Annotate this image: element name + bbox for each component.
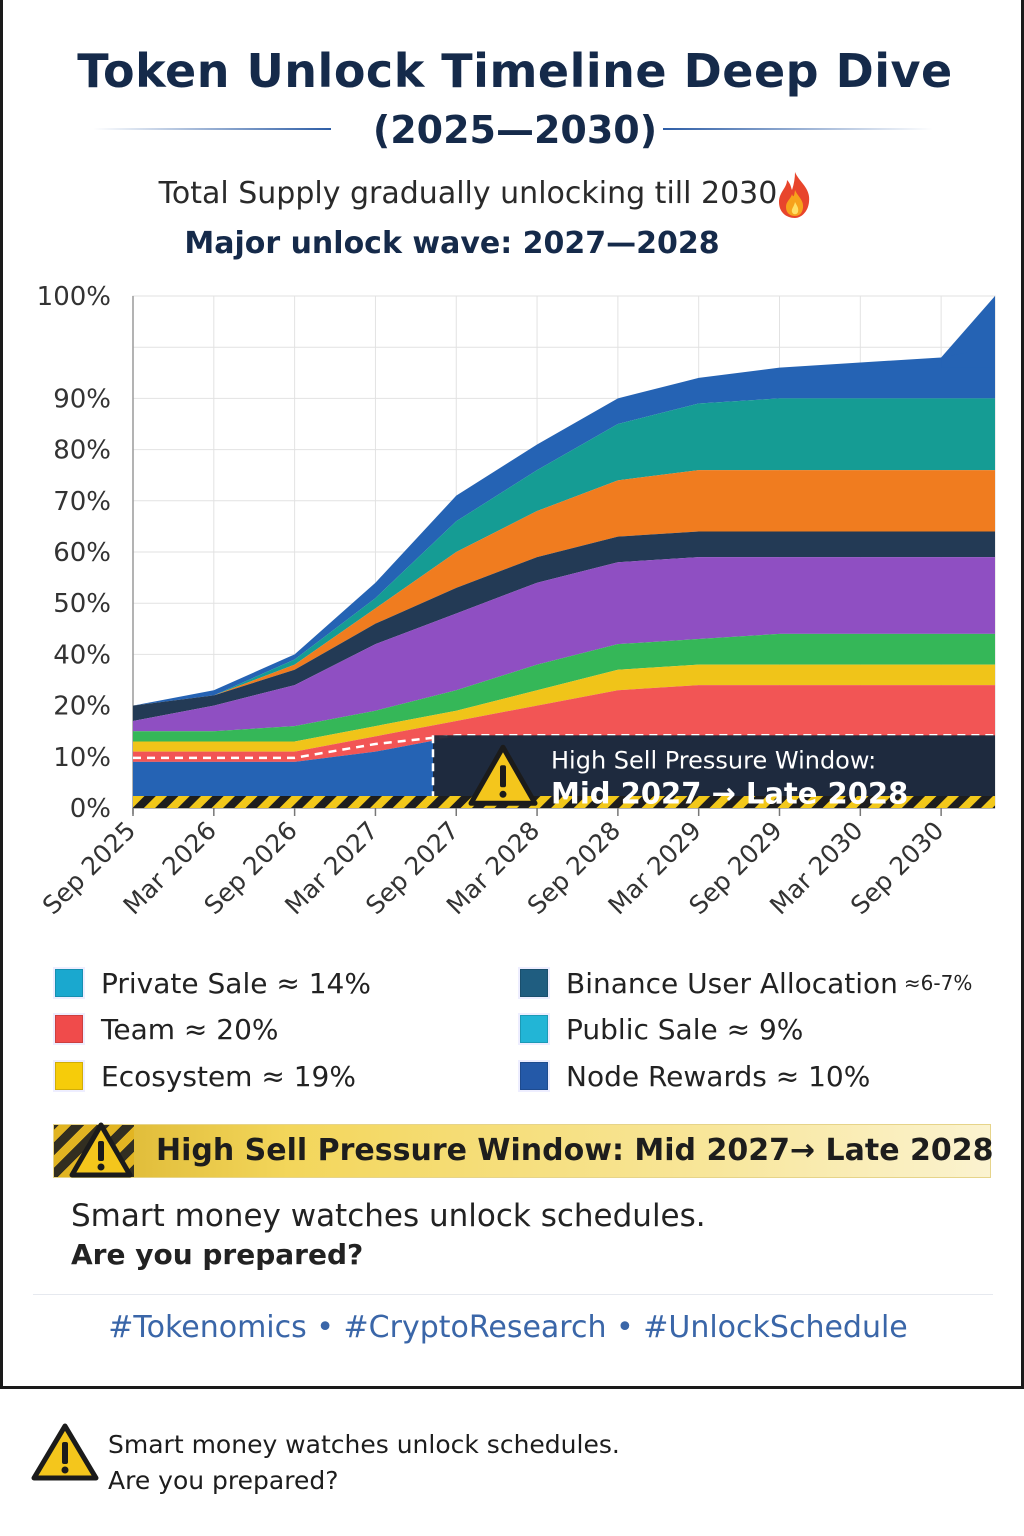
legend-swatch: [55, 1015, 83, 1043]
infographic-card: Token Unlock Timeline Deep Dive (2025—20…: [0, 0, 1024, 1389]
legend-label: Ecosystem ≈ 19%: [101, 1059, 356, 1093]
title-rule-right: [663, 128, 933, 130]
y-tick-label: 70%: [53, 487, 111, 517]
footer-line-1: Smart money watches unlock schedules.: [108, 1430, 620, 1459]
warning-dot: [499, 790, 507, 798]
sell-pressure-banner: High Sell Pressure Window: Mid 2027→ Lat…: [53, 1122, 994, 1178]
page-title: Token Unlock Timeline Deep Dive: [77, 44, 953, 98]
subtitle: Total Supply gradually unlocking till 20…: [158, 176, 778, 211]
divider: [33, 1294, 993, 1295]
hashtags: #Tokenomics • #CryptoResearch • #UnlockS…: [108, 1310, 908, 1345]
legend-suffix: ≈6-7%: [903, 971, 973, 995]
legend-swatch: [55, 969, 83, 997]
legend-label: Binance User Allocation: [566, 966, 898, 1000]
legend-item: Team ≈ 20%: [55, 1011, 279, 1047]
legend-label: Node Rewards ≈ 10%: [566, 1059, 871, 1093]
legend-swatch: [520, 1015, 548, 1043]
warning-icon: [69, 1122, 133, 1178]
footer-line-2: Are you prepared?: [108, 1466, 339, 1495]
title-rule-left: [93, 128, 331, 130]
hazard-stripe: [133, 796, 995, 808]
y-tick-label: 50%: [53, 589, 111, 619]
area-series: [133, 557, 995, 732]
chart-overlay: High Sell Pressure Window:Mid 2027 → Lat…: [133, 734, 995, 810]
area-series: [133, 685, 995, 762]
year-range: (2025—2030): [372, 108, 658, 152]
unlock-area-chart: High Sell Pressure Window:Mid 2027 → Lat…: [37, 282, 996, 920]
legend-swatch: [55, 1062, 83, 1090]
legend-swatch: [520, 969, 548, 997]
legend-label: Public Sale ≈ 9%: [566, 1012, 804, 1046]
legend-item: Ecosystem ≈ 19%: [55, 1058, 356, 1094]
legend-label: Team ≈ 20%: [101, 1012, 279, 1046]
annotation-line-1: High Sell Pressure Window:: [551, 746, 876, 774]
y-tick-label: 0%: [70, 794, 111, 824]
area-series: [133, 664, 995, 752]
area-series: [941, 296, 995, 368]
legend-swatch: [520, 1062, 548, 1090]
warning-icon: [468, 744, 538, 806]
y-tick-label: 90%: [53, 384, 111, 414]
annotation-line-2: Mid 2027 → Late 2028: [551, 776, 908, 810]
area-series: [133, 633, 995, 742]
fire-icon: [779, 172, 810, 218]
y-tick-label: 60%: [53, 538, 111, 568]
y-tick-label: 80%: [53, 436, 111, 466]
legend-item: Binance User Allocation ≈6-7%: [520, 965, 972, 1001]
y-tick-label: 20%: [53, 692, 111, 722]
area-series: [133, 531, 995, 721]
legend-label: Private Sale ≈ 14%: [101, 966, 371, 1000]
legend-item: Private Sale ≈ 14%: [55, 965, 371, 1001]
y-tick-label: 40%: [53, 640, 111, 670]
y-tick-label: 10%: [53, 743, 111, 773]
cta-line-1: Smart money watches unlock schedules.: [71, 1198, 706, 1234]
major-wave-note: Major unlock wave: 2027—2028: [184, 226, 720, 261]
y-axis-ticks: 0% 10% 20% 40% 50% 60% 70% 80% 90% 100%: [37, 282, 111, 824]
cta-line-2: Are you prepared?: [71, 1238, 364, 1271]
y-tick-label: 100%: [37, 282, 111, 312]
legend-item: Public Sale ≈ 9%: [520, 1011, 803, 1047]
banner-text: High Sell Pressure Window: Mid 2027→ Lat…: [156, 1133, 994, 1168]
warning-bar: [500, 765, 506, 788]
legend-item: Node Rewards ≈ 10%: [520, 1058, 870, 1094]
warning-icon: [31, 1423, 99, 1481]
area-series: [133, 470, 995, 706]
area-series: [133, 398, 995, 706]
